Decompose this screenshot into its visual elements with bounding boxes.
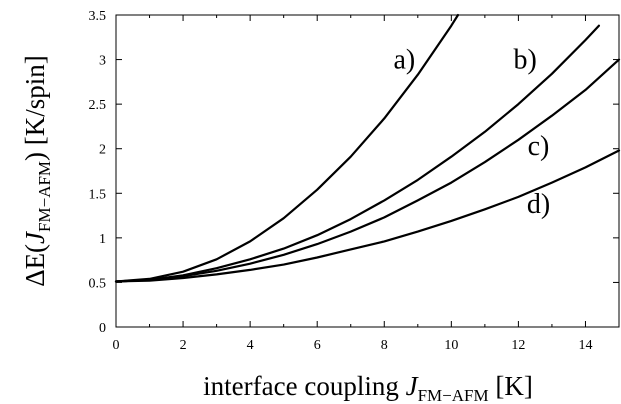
curve-label-2: b): [513, 45, 536, 76]
curve-label-4: d): [527, 189, 550, 220]
x-tick-label: 8: [381, 338, 388, 353]
y-tick-label: 0.5: [89, 276, 107, 291]
x-tick-label: 6: [314, 338, 321, 353]
series-line-4: [114, 149, 621, 283]
y-tick-label: 0: [99, 321, 106, 336]
x-tick-label: 14: [578, 338, 592, 353]
y-tick-label: 2.5: [89, 98, 107, 113]
x-tick-label: 2: [180, 338, 187, 353]
y-tick-label: 1: [99, 232, 106, 247]
x-tick-label: 4: [247, 338, 254, 353]
x-tick-label: 12: [511, 338, 525, 353]
x-tick-label: 10: [444, 338, 458, 353]
curve-label-1: a): [394, 45, 416, 76]
series-line-1: [114, 13, 460, 283]
y-tick-label: 1.5: [89, 187, 107, 202]
y-tick-label: 3.5: [89, 9, 107, 24]
ticks-layer: 0 2 4 6 8 10 12 14 0 0.5 1 1.5 2 2.5 3 3.5: [89, 9, 620, 353]
x-tick-label: 0: [113, 338, 120, 353]
y-axis-title: ΔE(JFM−AFM) [K/spin]: [20, 55, 54, 287]
annotations-layer: a) b) c) d): [394, 45, 551, 220]
curve-label-3: c): [528, 131, 550, 162]
curves-layer: [114, 13, 621, 283]
y-tick-label: 2: [99, 143, 106, 158]
series-line-3: [114, 58, 621, 283]
plot-frame: [115, 14, 620, 328]
x-axis-title: interface coupling JFM−AFM [K]: [203, 371, 533, 404]
y-tick-label: 3: [99, 54, 106, 69]
series-line-2: [114, 24, 600, 283]
